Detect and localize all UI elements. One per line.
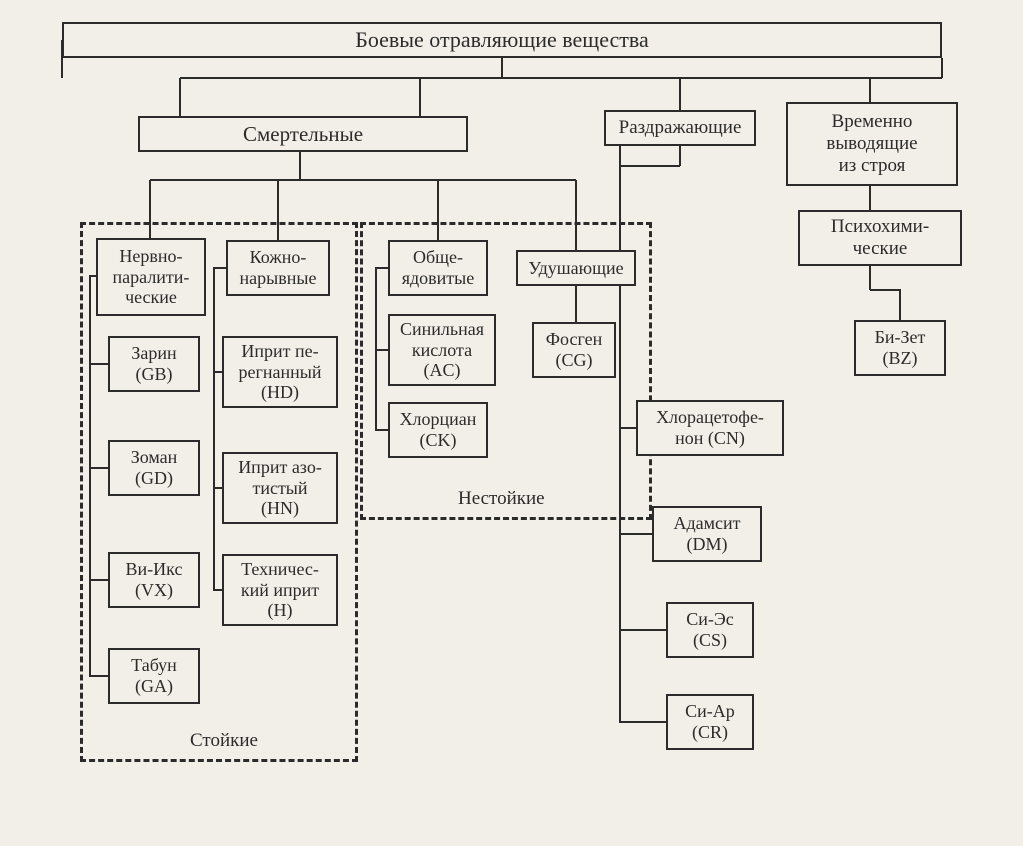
node-nerve: Нервно- паралити- ческие bbox=[96, 238, 206, 316]
node-label-lethal: Смертельные bbox=[243, 122, 363, 146]
node-blood: Обще- ядовитые bbox=[388, 240, 488, 296]
node-tabun: Табун (GA) bbox=[108, 648, 200, 704]
node-label-sarin: Зарин (GB) bbox=[131, 343, 176, 384]
node-sarin: Зарин (GB) bbox=[108, 336, 200, 392]
node-h: Техничес- кий иприт (H) bbox=[222, 554, 338, 626]
node-ac: Синильная кислота (AC) bbox=[388, 314, 496, 386]
node-label-choke: Удушающие bbox=[528, 258, 623, 279]
node-label-bz: Би-Зет (BZ) bbox=[875, 327, 926, 368]
node-label-tabun: Табун (GA) bbox=[131, 655, 177, 696]
node-label-temp: Временно выводящие из строя bbox=[826, 111, 917, 177]
node-label-vx: Ви-Икс (VX) bbox=[126, 559, 183, 600]
node-label-cs: Си-Эс (CS) bbox=[686, 609, 734, 650]
node-temp: Временно выводящие из строя bbox=[786, 102, 958, 186]
node-label-cr: Си-Ар (CR) bbox=[685, 701, 735, 742]
node-cn: Хлорацетофе- нон (CN) bbox=[636, 400, 784, 456]
node-label-ac: Синильная кислота (AC) bbox=[400, 319, 484, 381]
node-cs: Си-Эс (CS) bbox=[666, 602, 754, 658]
node-choke: Удушающие bbox=[516, 250, 636, 286]
node-label-hd: Иприт пе- регнанный (HD) bbox=[239, 341, 322, 403]
node-label-dm: Адамсит (DM) bbox=[673, 513, 740, 554]
node-psycho: Психохими- ческие bbox=[798, 210, 962, 266]
node-lethal: Смертельные bbox=[138, 116, 468, 152]
node-vx: Ви-Икс (VX) bbox=[108, 552, 200, 608]
node-label-soman: Зоман (GD) bbox=[131, 447, 178, 488]
diagram-canvas: Стойкие Нестойкие Боевые отравляющие вещес… bbox=[0, 0, 1023, 846]
node-soman: Зоман (GD) bbox=[108, 440, 200, 496]
node-label-root: Боевые отравляющие вещества bbox=[355, 27, 649, 52]
node-label-blood: Обще- ядовитые bbox=[402, 247, 475, 288]
node-root: Боевые отравляющие вещества bbox=[62, 22, 942, 58]
node-irritant: Раздражающие bbox=[604, 110, 756, 146]
node-hd: Иприт пе- регнанный (HD) bbox=[222, 336, 338, 408]
node-label-cn: Хлорацетофе- нон (CN) bbox=[656, 407, 764, 448]
node-label-hn: Иприт азо- тистый (HN) bbox=[238, 457, 322, 519]
node-blister: Кожно- нарывные bbox=[226, 240, 330, 296]
node-label-nerve: Нервно- паралити- ческие bbox=[113, 246, 190, 308]
node-ck: Хлорциан (CK) bbox=[388, 402, 488, 458]
node-cg: Фосген (CG) bbox=[532, 322, 616, 378]
node-bz: Би-Зет (BZ) bbox=[854, 320, 946, 376]
node-label-blister: Кожно- нарывные bbox=[240, 247, 317, 288]
group-label-persistent: Стойкие bbox=[190, 730, 258, 752]
node-label-irritant: Раздражающие bbox=[619, 117, 742, 139]
node-cr: Си-Ар (CR) bbox=[666, 694, 754, 750]
node-label-h: Техничес- кий иприт (H) bbox=[241, 559, 319, 621]
node-label-psycho: Психохими- ческие bbox=[831, 216, 929, 260]
group-label-nonpersistent: Нестойкие bbox=[458, 488, 545, 510]
node-label-cg: Фосген (CG) bbox=[546, 329, 602, 370]
node-hn: Иприт азо- тистый (HN) bbox=[222, 452, 338, 524]
node-label-ck: Хлорциан (CK) bbox=[400, 409, 477, 450]
node-dm: Адамсит (DM) bbox=[652, 506, 762, 562]
connector bbox=[870, 290, 900, 320]
